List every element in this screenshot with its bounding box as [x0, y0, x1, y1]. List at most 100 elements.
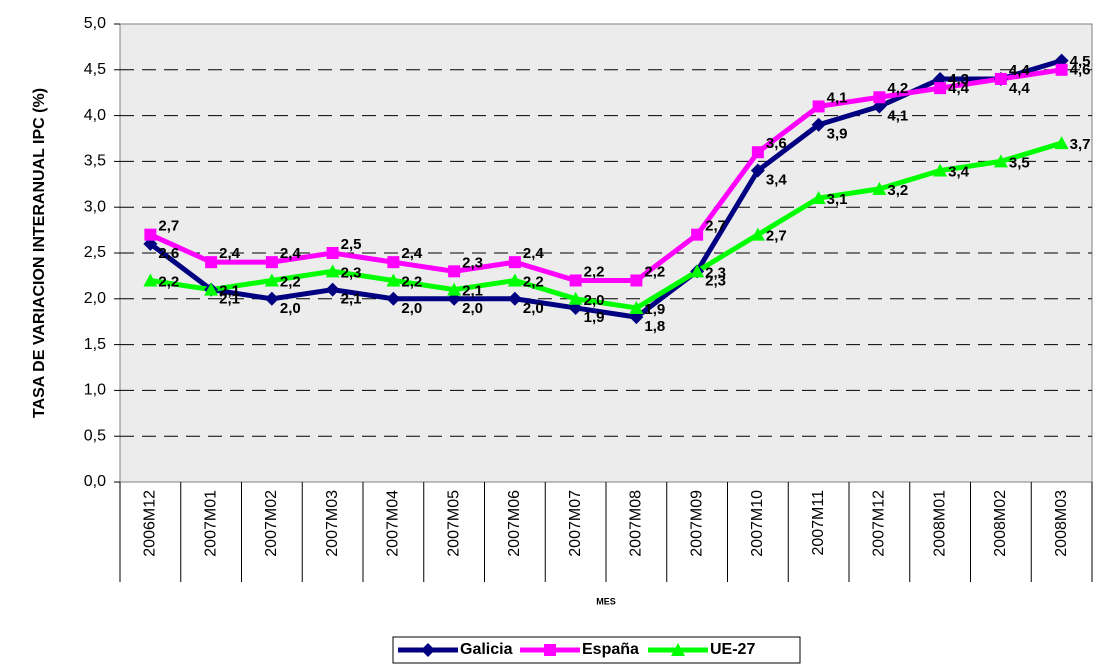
data-point	[993, 154, 1008, 168]
data-label: 4,6	[1070, 62, 1091, 79]
x-tick-label: 2008M01	[931, 490, 948, 557]
data-label: 2,7	[705, 218, 726, 235]
data-label: 2,1	[341, 291, 362, 308]
data-label: 3,1	[827, 191, 848, 208]
data-point	[569, 274, 582, 287]
legend-marker	[671, 643, 685, 656]
x-tick-label: 2007M01	[202, 490, 219, 557]
x-tick-label: 2007M10	[749, 490, 766, 557]
data-point	[873, 91, 886, 104]
x-tick-label: 2006M12	[142, 490, 159, 557]
data-point	[629, 300, 644, 314]
data-label: 3,5	[1009, 154, 1030, 171]
data-label: 4,1	[827, 89, 848, 106]
data-point	[447, 282, 462, 296]
data-label: 2,3	[462, 254, 483, 271]
x-tick-label: 2007M09	[688, 490, 705, 557]
data-label: 3,4	[948, 164, 970, 181]
data-label: 2,3	[341, 264, 362, 281]
x-tick-label: 2007M07	[567, 490, 584, 557]
data-point	[934, 82, 947, 95]
x-tick-label: 2007M11	[810, 490, 827, 556]
data-label: 4,5	[1070, 53, 1091, 70]
data-point	[204, 282, 219, 296]
data-label: 3,7	[1070, 136, 1091, 153]
data-point	[205, 256, 218, 269]
data-label: 2,0	[462, 300, 483, 317]
data-point	[751, 146, 764, 159]
data-point	[386, 291, 401, 306]
data-point	[568, 291, 583, 305]
data-point	[325, 264, 340, 278]
legend-marker	[421, 643, 435, 657]
data-label: 1,9	[584, 309, 605, 326]
data-point	[750, 227, 765, 241]
data-point	[690, 264, 705, 278]
x-tick-label: 2007M02	[263, 490, 280, 557]
x-tick-label: 2007M04	[385, 490, 402, 557]
y-tick-label: 5,0	[84, 15, 106, 32]
data-label: 2,4	[280, 245, 302, 262]
x-tick-label: 2007M06	[506, 490, 523, 557]
y-tick-label: 4,5	[84, 61, 106, 78]
data-label: 1,8	[644, 318, 665, 335]
x-axis-label: MES	[596, 596, 616, 606]
data-label: 3,4	[766, 172, 788, 189]
y-tick-label: 1,5	[84, 336, 106, 353]
data-point	[811, 191, 826, 205]
data-label: 1,9	[644, 301, 665, 318]
data-label: 2,4	[523, 245, 545, 262]
data-point	[1054, 136, 1069, 150]
data-point	[630, 274, 643, 287]
legend	[392, 636, 801, 664]
data-point	[812, 100, 825, 113]
data-label: 2,4	[401, 245, 423, 262]
data-label: 2,0	[401, 300, 422, 317]
data-label: 2,6	[158, 245, 179, 262]
data-label: 2,3	[705, 272, 726, 289]
data-label: 2,1	[462, 283, 483, 300]
data-point	[750, 163, 765, 178]
y-axis-label: TASA DE VARIACION INTERANUAL IPC (%)	[31, 88, 48, 418]
data-label: 3,2	[887, 182, 908, 199]
data-point	[994, 72, 1007, 85]
data-point	[933, 163, 948, 177]
data-label: 4,2	[887, 80, 908, 97]
y-tick-label: 2,0	[84, 290, 106, 307]
data-point	[691, 228, 704, 241]
y-tick-label: 0,0	[84, 473, 106, 490]
data-label: 2,2	[158, 273, 179, 290]
y-tick-label: 0,5	[84, 427, 106, 444]
data-label: 2,0	[584, 292, 605, 309]
legend-marker	[544, 644, 556, 656]
data-point	[144, 228, 157, 241]
data-label: 4,4	[1009, 62, 1031, 79]
data-point	[387, 256, 400, 269]
data-label: 2,5	[341, 236, 362, 253]
data-label: 3,6	[766, 135, 787, 152]
data-point	[508, 256, 521, 269]
x-tick-label: 2008M03	[1053, 490, 1070, 557]
legend-label: UE-27	[710, 641, 755, 658]
data-label: 2,1	[219, 283, 240, 300]
data-label: 2,0	[280, 300, 301, 317]
data-label: 2,4	[219, 245, 241, 262]
x-tick-label: 2007M08	[628, 490, 645, 557]
data-label: 4,3	[948, 71, 969, 88]
y-tick-label: 3,5	[84, 153, 106, 170]
data-point	[326, 247, 339, 259]
data-label: 2,2	[401, 273, 422, 290]
series-line	[150, 140, 1063, 311]
data-point	[264, 291, 279, 306]
series-line	[149, 67, 1062, 283]
data-label: 2,7	[766, 228, 787, 245]
data-point	[264, 273, 279, 287]
data-point	[872, 181, 887, 195]
x-tick-label: 2007M05	[445, 490, 462, 557]
data-label: 2,2	[280, 273, 301, 290]
data-point	[507, 291, 522, 306]
data-label: 4,4	[1009, 80, 1031, 97]
data-label: 2,1	[219, 291, 240, 308]
data-point	[325, 282, 340, 297]
data-label: 2,2	[584, 263, 605, 280]
